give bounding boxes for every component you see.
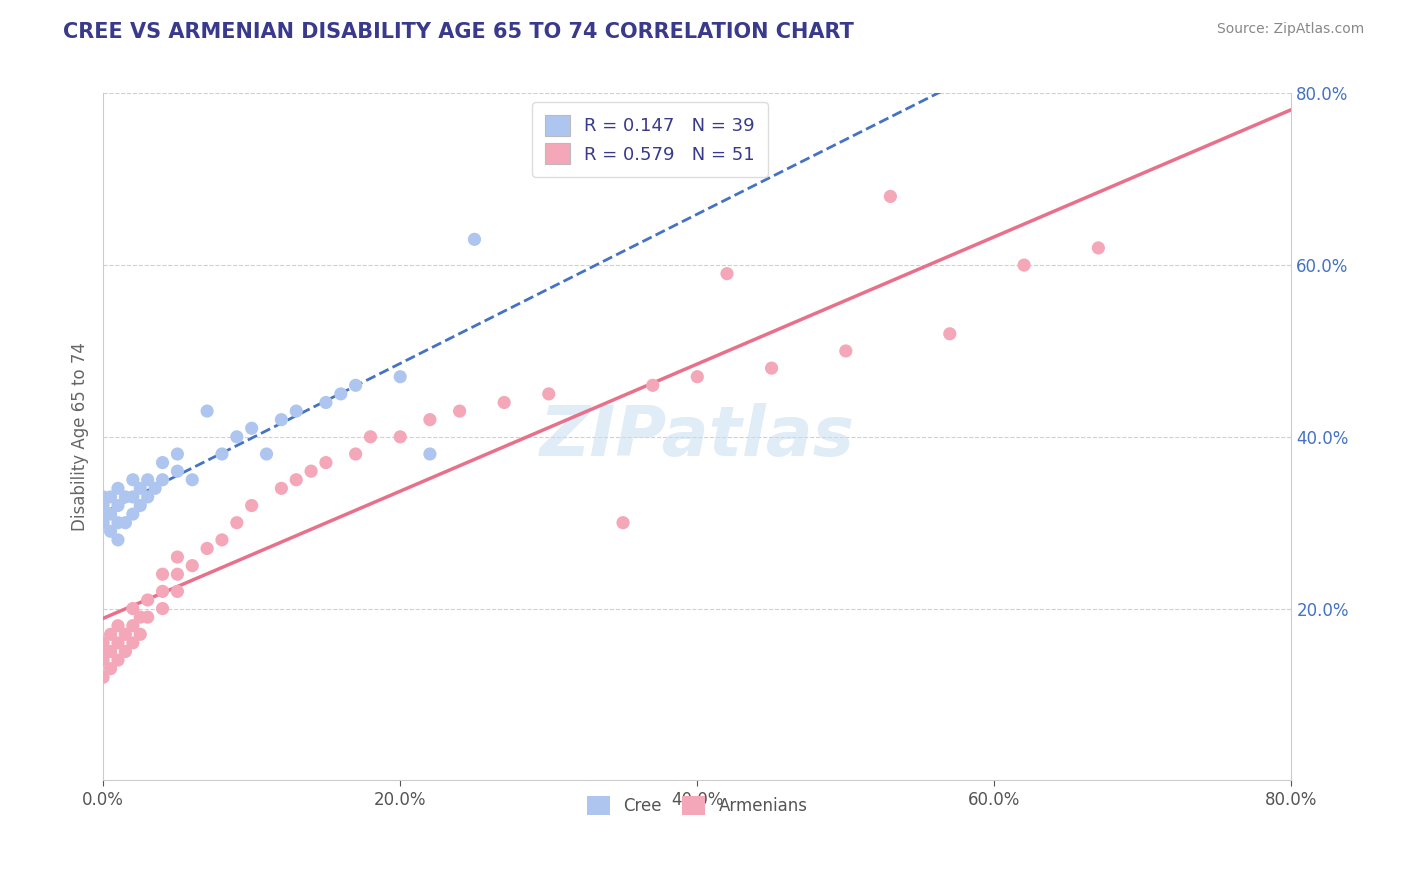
Point	[100, 644, 122, 658]
Point	[107, 653, 129, 667]
Point	[537, 387, 560, 401]
Point	[107, 499, 129, 513]
Point	[121, 636, 143, 650]
Point	[285, 473, 308, 487]
Point	[100, 507, 122, 521]
Point	[107, 516, 129, 530]
Point	[114, 644, 136, 658]
Point	[761, 361, 783, 376]
Point	[100, 490, 122, 504]
Point	[195, 404, 218, 418]
Point	[285, 404, 308, 418]
Point	[91, 507, 114, 521]
Point	[152, 601, 174, 615]
Point	[835, 343, 858, 358]
Point	[256, 447, 278, 461]
Point	[166, 549, 188, 564]
Point	[91, 670, 114, 684]
Point	[641, 378, 664, 392]
Point	[121, 507, 143, 521]
Point	[100, 627, 122, 641]
Point	[107, 533, 129, 547]
Point	[686, 369, 709, 384]
Point	[107, 636, 129, 650]
Text: CREE VS ARMENIAN DISABILITY AGE 65 TO 74 CORRELATION CHART: CREE VS ARMENIAN DISABILITY AGE 65 TO 74…	[63, 22, 855, 42]
Point	[315, 456, 337, 470]
Point	[121, 490, 143, 504]
Point	[152, 473, 174, 487]
Point	[136, 473, 159, 487]
Point	[1087, 241, 1109, 255]
Point	[100, 524, 122, 539]
Legend: Cree, Armenians: Cree, Armenians	[578, 788, 815, 823]
Point	[166, 447, 188, 461]
Point	[315, 395, 337, 409]
Point	[270, 481, 292, 495]
Point	[152, 584, 174, 599]
Point	[360, 430, 382, 444]
Point	[121, 619, 143, 633]
Point	[449, 404, 471, 418]
Point	[463, 232, 485, 246]
Point	[129, 610, 152, 624]
Point	[181, 558, 204, 573]
Point	[136, 593, 159, 607]
Point	[107, 481, 129, 495]
Point	[166, 464, 188, 478]
Point	[716, 267, 738, 281]
Point	[91, 653, 114, 667]
Point	[270, 412, 292, 426]
Point	[344, 447, 367, 461]
Text: Source: ZipAtlas.com: Source: ZipAtlas.com	[1216, 22, 1364, 37]
Point	[879, 189, 901, 203]
Point	[389, 369, 412, 384]
Point	[91, 490, 114, 504]
Point	[419, 447, 441, 461]
Point	[240, 421, 263, 435]
Point	[136, 490, 159, 504]
Point	[612, 516, 634, 530]
Point	[939, 326, 962, 341]
Point	[121, 601, 143, 615]
Point	[100, 662, 122, 676]
Point	[114, 516, 136, 530]
Point	[344, 378, 367, 392]
Point	[143, 481, 166, 495]
Point	[1012, 258, 1035, 272]
Point	[91, 499, 114, 513]
Y-axis label: Disability Age 65 to 74: Disability Age 65 to 74	[72, 343, 89, 532]
Point	[211, 447, 233, 461]
Point	[152, 456, 174, 470]
Point	[129, 627, 152, 641]
Point	[494, 395, 516, 409]
Point	[299, 464, 322, 478]
Point	[91, 636, 114, 650]
Point	[91, 516, 114, 530]
Point	[225, 516, 247, 530]
Point	[389, 430, 412, 444]
Point	[129, 499, 152, 513]
Point	[166, 584, 188, 599]
Point	[129, 481, 152, 495]
Text: ZIPatlas: ZIPatlas	[540, 403, 855, 470]
Point	[240, 499, 263, 513]
Point	[329, 387, 352, 401]
Point	[114, 490, 136, 504]
Point	[121, 473, 143, 487]
Point	[152, 567, 174, 582]
Point	[419, 412, 441, 426]
Point	[114, 627, 136, 641]
Point	[225, 430, 247, 444]
Point	[136, 610, 159, 624]
Point	[195, 541, 218, 556]
Point	[181, 473, 204, 487]
Point	[91, 644, 114, 658]
Point	[166, 567, 188, 582]
Point	[211, 533, 233, 547]
Point	[107, 619, 129, 633]
